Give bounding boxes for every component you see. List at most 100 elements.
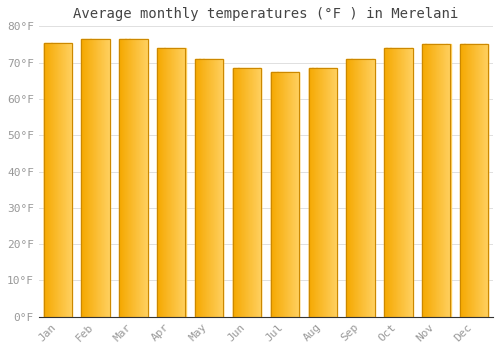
Bar (463, 44, 464, 317)
Bar (260, 68, 261, 317)
Bar (87, 39, 88, 317)
Bar (321, 68, 322, 317)
Bar (106, 39, 107, 317)
Bar (372, 59, 373, 317)
Bar (284, 72, 285, 317)
Bar (83, 39, 84, 317)
Bar (430, 44, 431, 317)
Bar (388, 48, 389, 317)
Bar (133, 39, 134, 317)
Bar (94, 39, 95, 317)
Bar (286, 72, 287, 317)
Bar (92, 39, 93, 317)
Bar (44, 43, 72, 317)
Bar (182, 48, 184, 317)
Bar (172, 48, 173, 317)
Bar (120, 39, 121, 317)
Bar (353, 59, 354, 317)
Bar (346, 59, 375, 317)
Bar (324, 68, 325, 317)
Bar (468, 44, 469, 317)
Bar (370, 59, 371, 317)
Bar (434, 44, 435, 317)
Bar (244, 68, 246, 317)
Bar (82, 39, 83, 317)
Bar (283, 72, 284, 317)
Bar (105, 39, 106, 317)
Bar (169, 48, 170, 317)
Bar (214, 59, 215, 317)
Bar (109, 39, 110, 317)
Bar (177, 48, 178, 317)
Bar (398, 48, 399, 317)
Bar (241, 68, 242, 317)
Bar (431, 44, 432, 317)
Bar (207, 59, 208, 317)
Bar (222, 59, 223, 317)
Bar (235, 68, 236, 317)
Bar (88, 39, 89, 317)
Bar (365, 59, 366, 317)
Bar (63, 43, 64, 317)
Bar (128, 39, 129, 317)
Bar (49, 43, 50, 317)
Bar (334, 68, 335, 317)
Bar (384, 48, 385, 317)
Bar (124, 39, 125, 317)
Bar (179, 48, 180, 317)
Bar (92, 39, 94, 317)
Bar (282, 72, 283, 317)
Bar (244, 68, 245, 317)
Bar (480, 44, 481, 317)
Bar (131, 39, 132, 317)
Bar (250, 68, 251, 317)
Bar (329, 68, 330, 317)
Bar (322, 68, 324, 317)
Bar (64, 43, 65, 317)
Bar (160, 48, 161, 317)
Bar (479, 44, 480, 317)
Bar (336, 68, 337, 317)
Bar (386, 48, 387, 317)
Bar (212, 59, 213, 317)
Bar (288, 72, 289, 317)
Bar (466, 44, 467, 317)
Bar (159, 48, 160, 317)
Bar (477, 44, 478, 317)
Bar (239, 68, 240, 317)
Bar (213, 59, 214, 317)
Bar (373, 59, 374, 317)
Bar (199, 59, 200, 317)
Bar (129, 39, 130, 317)
Bar (313, 68, 314, 317)
Bar (318, 68, 319, 317)
Bar (215, 59, 216, 317)
Bar (167, 48, 168, 317)
Bar (359, 59, 360, 317)
Bar (347, 59, 348, 317)
Bar (440, 44, 441, 317)
Bar (294, 72, 295, 317)
Bar (71, 43, 72, 317)
Bar (259, 68, 260, 317)
Bar (308, 68, 337, 317)
Bar (95, 39, 96, 317)
Bar (279, 72, 280, 317)
Bar (396, 48, 398, 317)
Bar (220, 59, 221, 317)
Bar (316, 68, 317, 317)
Bar (411, 48, 412, 317)
Bar (82, 39, 110, 317)
Bar (396, 48, 397, 317)
Bar (132, 39, 133, 317)
Bar (174, 48, 176, 317)
Bar (107, 39, 108, 317)
Bar (108, 39, 110, 317)
Bar (404, 48, 406, 317)
Bar (195, 59, 224, 317)
Bar (363, 59, 364, 317)
Bar (426, 44, 427, 317)
Bar (374, 59, 375, 317)
Bar (462, 44, 463, 317)
Bar (326, 68, 328, 317)
